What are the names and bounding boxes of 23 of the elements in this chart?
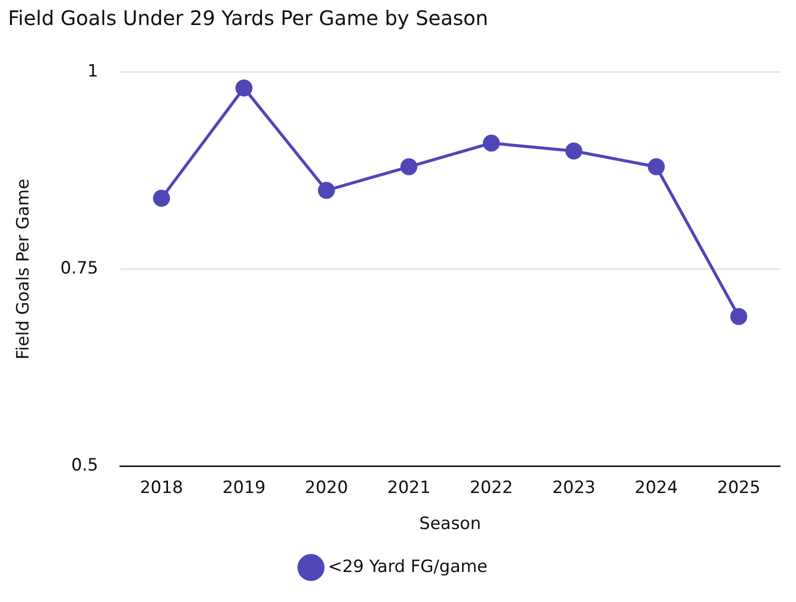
point	[565, 142, 582, 160]
x-tick-label: 2018	[140, 478, 184, 498]
x-tick-label: 2024	[634, 478, 678, 498]
point	[730, 308, 748, 325]
legend-label: <29 Yard FG/game	[328, 556, 488, 577]
y-tick-label: 0.75	[60, 258, 98, 279]
x-tick-label: 2020	[304, 478, 348, 498]
point	[400, 158, 418, 176]
chart-title: Field Goals Under 29 Yards Per Game by Season	[8, 6, 488, 30]
x-tick-label: 2023	[552, 478, 596, 498]
x-tick-label: 2025	[717, 478, 760, 498]
y-tick-label: 0.5	[71, 456, 98, 476]
x-tick-label: 2021	[387, 478, 431, 498]
point	[648, 158, 665, 176]
x-tick-label: 2019	[222, 478, 266, 498]
point	[482, 134, 500, 152]
point	[235, 79, 252, 96]
y-axis-title: Field Goals Per Game	[14, 178, 34, 360]
x-tick-label: 2022	[470, 478, 513, 498]
point	[152, 190, 170, 207]
x-axis-title: Season	[419, 514, 481, 534]
point	[318, 182, 335, 199]
y-tick-label: 1	[87, 62, 98, 82]
